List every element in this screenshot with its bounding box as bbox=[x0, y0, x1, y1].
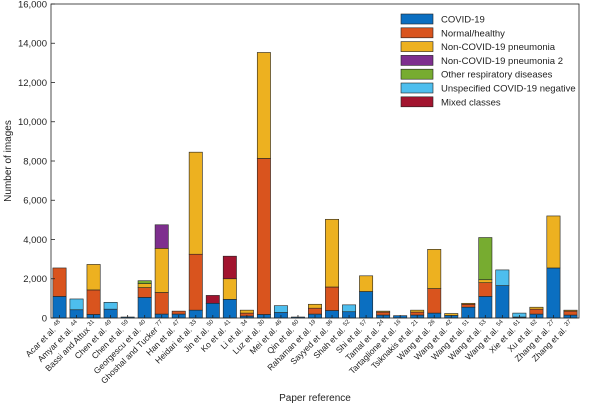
legend-swatch bbox=[400, 13, 434, 25]
y-tick-label: 12,000 bbox=[18, 78, 47, 89]
legend-swatch bbox=[400, 41, 434, 52]
bar-segment bbox=[188, 253, 203, 311]
bar-segment bbox=[478, 282, 493, 297]
bar-segment bbox=[171, 310, 186, 315]
bar-segment bbox=[495, 269, 510, 286]
bar-segment bbox=[563, 310, 578, 316]
legend-swatch bbox=[400, 55, 434, 66]
bar-segment bbox=[222, 278, 237, 300]
bar-segment bbox=[478, 279, 493, 283]
bar-segment bbox=[256, 158, 271, 315]
bar-segment bbox=[359, 275, 374, 292]
legend-swatch bbox=[400, 96, 434, 108]
x-axis-label: Paper reference bbox=[279, 393, 351, 404]
y-tick-label: 14,000 bbox=[18, 39, 47, 50]
bar-segment bbox=[359, 291, 374, 319]
legend-label: Non-COVID-19 pneumonia 2 bbox=[441, 56, 563, 67]
bar-segment bbox=[342, 304, 357, 313]
y-tick-label: 2,000 bbox=[23, 274, 47, 285]
bar-segment bbox=[410, 311, 425, 316]
y-axis-label: Number of images bbox=[3, 120, 14, 202]
y-tick-label: 16,000 bbox=[18, 0, 47, 10]
bar-segment bbox=[154, 292, 169, 315]
bar-segment bbox=[495, 285, 510, 319]
legend-label: Normal/healthy bbox=[441, 28, 505, 39]
legend-swatch bbox=[400, 82, 434, 94]
bar-segment bbox=[222, 255, 237, 280]
bar-segment bbox=[205, 295, 220, 304]
y-tick-label: 8,000 bbox=[23, 156, 47, 167]
bar-segment bbox=[103, 301, 118, 310]
legend-label: Other respiratory diseases bbox=[441, 70, 553, 81]
y-tick-label: 0 bbox=[42, 313, 47, 324]
legend-label: Unspecified COVID-19 negative bbox=[441, 84, 576, 95]
bar-segment bbox=[546, 267, 561, 319]
bar-segment bbox=[529, 306, 544, 310]
bar-segment bbox=[427, 288, 442, 314]
bars-layer bbox=[52, 52, 578, 319]
bar-segment bbox=[529, 308, 544, 315]
bar-segment bbox=[461, 303, 476, 308]
legend-label: Mixed classes bbox=[441, 97, 501, 108]
y-tick-label: 6,000 bbox=[23, 196, 47, 207]
bar-segment bbox=[376, 310, 391, 313]
bar-segment bbox=[376, 311, 391, 316]
bar-segment bbox=[154, 224, 169, 249]
bar-segment bbox=[427, 249, 442, 289]
bar-segment bbox=[239, 309, 254, 314]
legend-label: COVID-19 bbox=[441, 15, 485, 26]
bar-segment bbox=[188, 151, 203, 255]
bar-segment bbox=[308, 303, 322, 309]
bar-segment bbox=[137, 297, 152, 319]
bar-segment bbox=[273, 305, 288, 313]
bar-segment bbox=[478, 237, 493, 281]
bar-segment bbox=[137, 287, 152, 298]
bar-segment bbox=[86, 289, 101, 315]
legend-swatch bbox=[400, 27, 434, 39]
bar-segment bbox=[563, 309, 578, 312]
y-axis-ticks: 0 2,000 4,000 6,000 8,000 10,000 12,000 14,000 1… bbox=[18, 0, 55, 324]
bar-segment bbox=[461, 302, 476, 305]
legend: COVID-19 Normal/healthy Non-COVID-19 pneum… bbox=[400, 13, 576, 108]
bar-segment bbox=[410, 309, 425, 313]
y-tick-label: 10,000 bbox=[18, 117, 47, 128]
bar-segment bbox=[478, 296, 493, 319]
bar-segment bbox=[256, 52, 271, 159]
bar-segment bbox=[308, 307, 322, 315]
bar-segment bbox=[52, 267, 67, 297]
bar-segment bbox=[52, 296, 67, 319]
bar-segment bbox=[69, 298, 84, 311]
legend-swatch bbox=[400, 68, 434, 80]
bar-segment bbox=[154, 248, 169, 293]
bar-segment bbox=[137, 283, 152, 288]
bar-segment bbox=[86, 264, 101, 291]
bar-segment bbox=[325, 286, 339, 311]
bar-segment bbox=[137, 280, 152, 284]
legend-label: Non-COVID-19 pneumonia bbox=[441, 42, 556, 53]
bar-segment bbox=[325, 218, 339, 288]
bar-segment bbox=[546, 215, 561, 269]
y-tick-label: 4,000 bbox=[23, 235, 47, 246]
